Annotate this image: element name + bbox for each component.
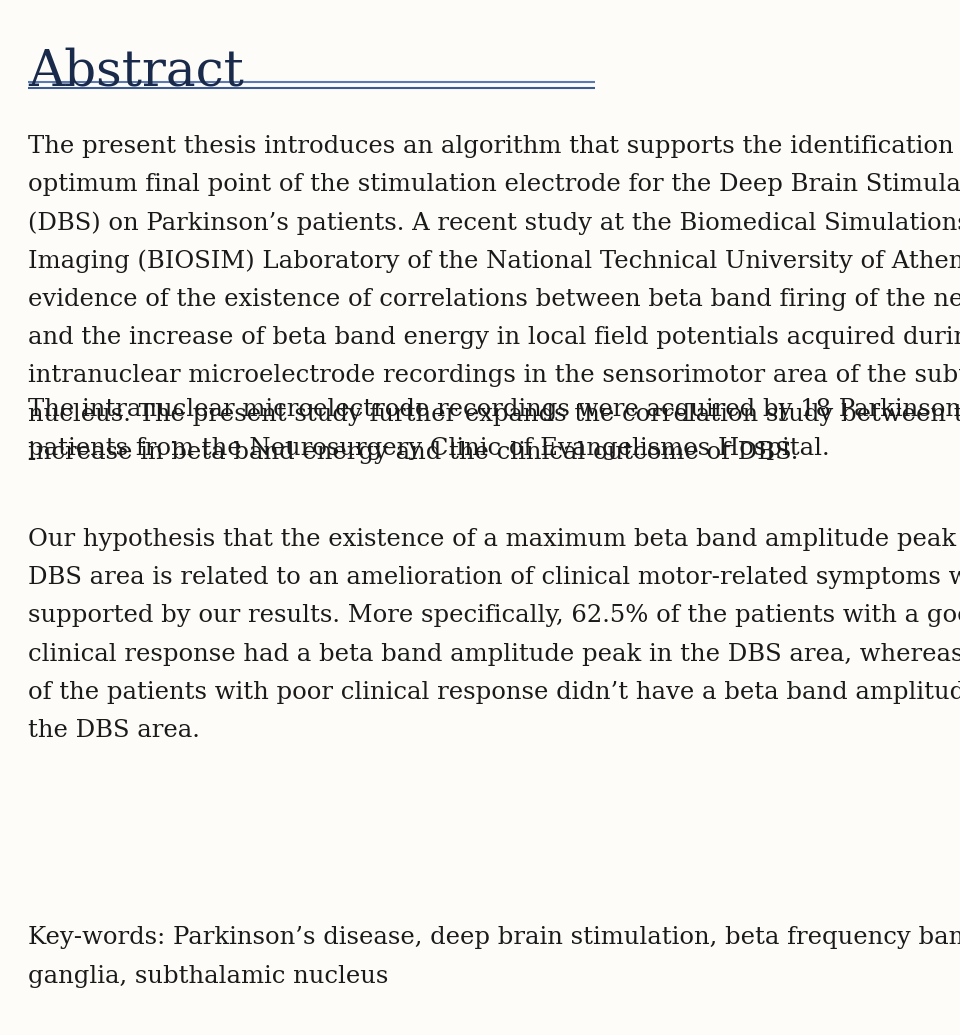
Text: The present thesis introduces an algorithm that supports the identification of t: The present thesis introduces an algorit… xyxy=(28,135,960,157)
Text: patients from the Neurosurgery Clinic of Evangelismos Hospital.: patients from the Neurosurgery Clinic of… xyxy=(28,437,829,460)
Text: supported by our results. More specifically, 62.5% of the patients with a good: supported by our results. More specifica… xyxy=(28,604,960,627)
Text: of the patients with poor clinical response didn’t have a beta band amplitude pe: of the patients with poor clinical respo… xyxy=(28,681,960,704)
Text: increase in beta band energy and the clinical outcome of DBS.: increase in beta band energy and the cli… xyxy=(28,441,799,464)
Text: Imaging (BIOSIM) Laboratory of the National Technical University of Athens shows: Imaging (BIOSIM) Laboratory of the Natio… xyxy=(28,249,960,273)
Text: DBS area is related to an amelioration of clinical motor-related symptoms was: DBS area is related to an amelioration o… xyxy=(28,566,960,589)
Text: optimum final point of the stimulation electrode for the Deep Brain Stimulation: optimum final point of the stimulation e… xyxy=(28,173,960,196)
Text: The intranuclear microelectrode recordings were acquired by 18 Parkinson’s: The intranuclear microelectrode recordin… xyxy=(28,398,960,421)
Text: and the increase of beta band energy in local field potentials acquired during: and the increase of beta band energy in … xyxy=(28,326,960,349)
Text: Abstract: Abstract xyxy=(28,47,244,96)
Text: clinical response had a beta band amplitude peak in the DBS area, whereas 63.2%: clinical response had a beta band amplit… xyxy=(28,643,960,666)
Text: evidence of the existence of correlations between beta band firing of the neuron: evidence of the existence of correlation… xyxy=(28,288,960,310)
Text: the DBS area.: the DBS area. xyxy=(28,719,200,742)
Text: Key-words: Parkinson’s disease, deep brain stimulation, beta frequency band,  ba: Key-words: Parkinson’s disease, deep bra… xyxy=(28,926,960,949)
Text: Our hypothesis that the existence of a maximum beta band amplitude peak in the: Our hypothesis that the existence of a m… xyxy=(28,528,960,551)
Text: intranuclear microelectrode recordings in the sensorimotor area of the subthalam: intranuclear microelectrode recordings i… xyxy=(28,364,960,387)
Text: ganglia, subthalamic nucleus: ganglia, subthalamic nucleus xyxy=(28,965,388,987)
Text: (DBS) on Parkinson’s patients. A recent study at the Biomedical Simulations and: (DBS) on Parkinson’s patients. A recent … xyxy=(28,211,960,235)
Text: nucleus. The present study further expands the correlation study between this: nucleus. The present study further expan… xyxy=(28,403,960,425)
